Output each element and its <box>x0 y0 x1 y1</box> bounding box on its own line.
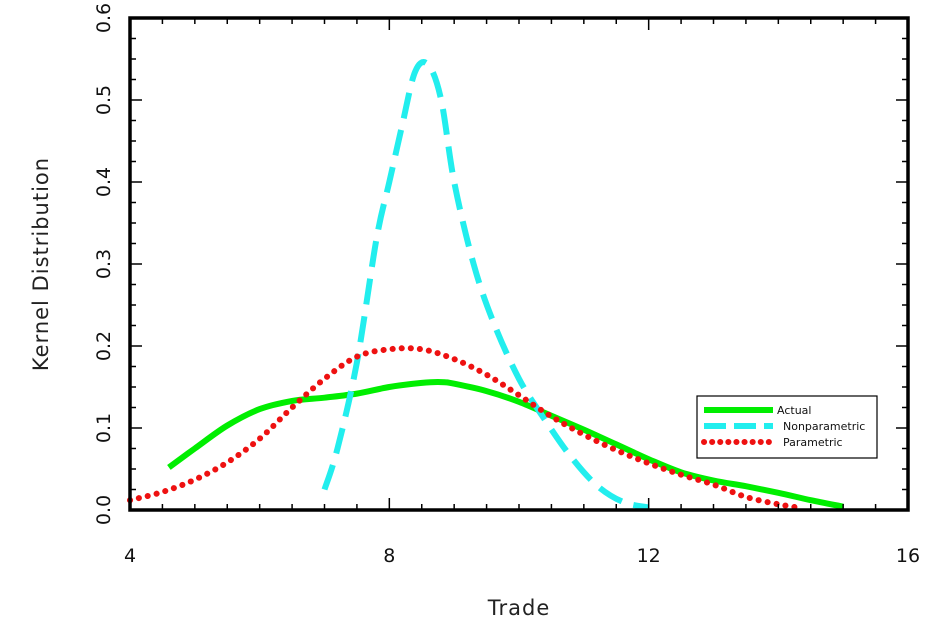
legend-label-actual: Actual <box>777 404 811 417</box>
series-line-nonparametric <box>321 59 650 511</box>
x-tick-label: 8 <box>383 545 395 567</box>
legend-label-nonparametric: Nonparametric <box>783 420 865 433</box>
legend-label-parametric: Parametric <box>783 436 843 449</box>
x-tick-label: 16 <box>896 545 920 567</box>
y-tick-label: 0.2 <box>93 331 115 361</box>
y-tick-label: 0.0 <box>93 495 115 525</box>
x-tick-label: 12 <box>637 545 661 567</box>
y-tick-labels: 0.0 0.1 0.2 0.3 0.4 0.5 0.6 <box>93 3 115 525</box>
axis-ticks <box>129 17 909 511</box>
series-line-parametric <box>127 345 801 511</box>
legend: Actual Nonparametric Parametric <box>696 395 878 459</box>
y-tick-label: 0.5 <box>93 85 115 115</box>
y-tick-label: 0.4 <box>93 167 115 197</box>
x-tick-labels: 4 8 12 16 <box>124 545 920 567</box>
x-axis-title: Trade <box>487 596 551 620</box>
legend-box <box>696 395 878 459</box>
series-line-actual <box>167 379 844 510</box>
x-tick-label: 4 <box>124 545 136 567</box>
y-tick-label: 0.3 <box>93 249 115 279</box>
y-tick-label: 0.6 <box>93 3 115 33</box>
y-tick-label: 0.1 <box>93 413 115 443</box>
y-axis-title: Kernel Distribution <box>29 157 53 371</box>
